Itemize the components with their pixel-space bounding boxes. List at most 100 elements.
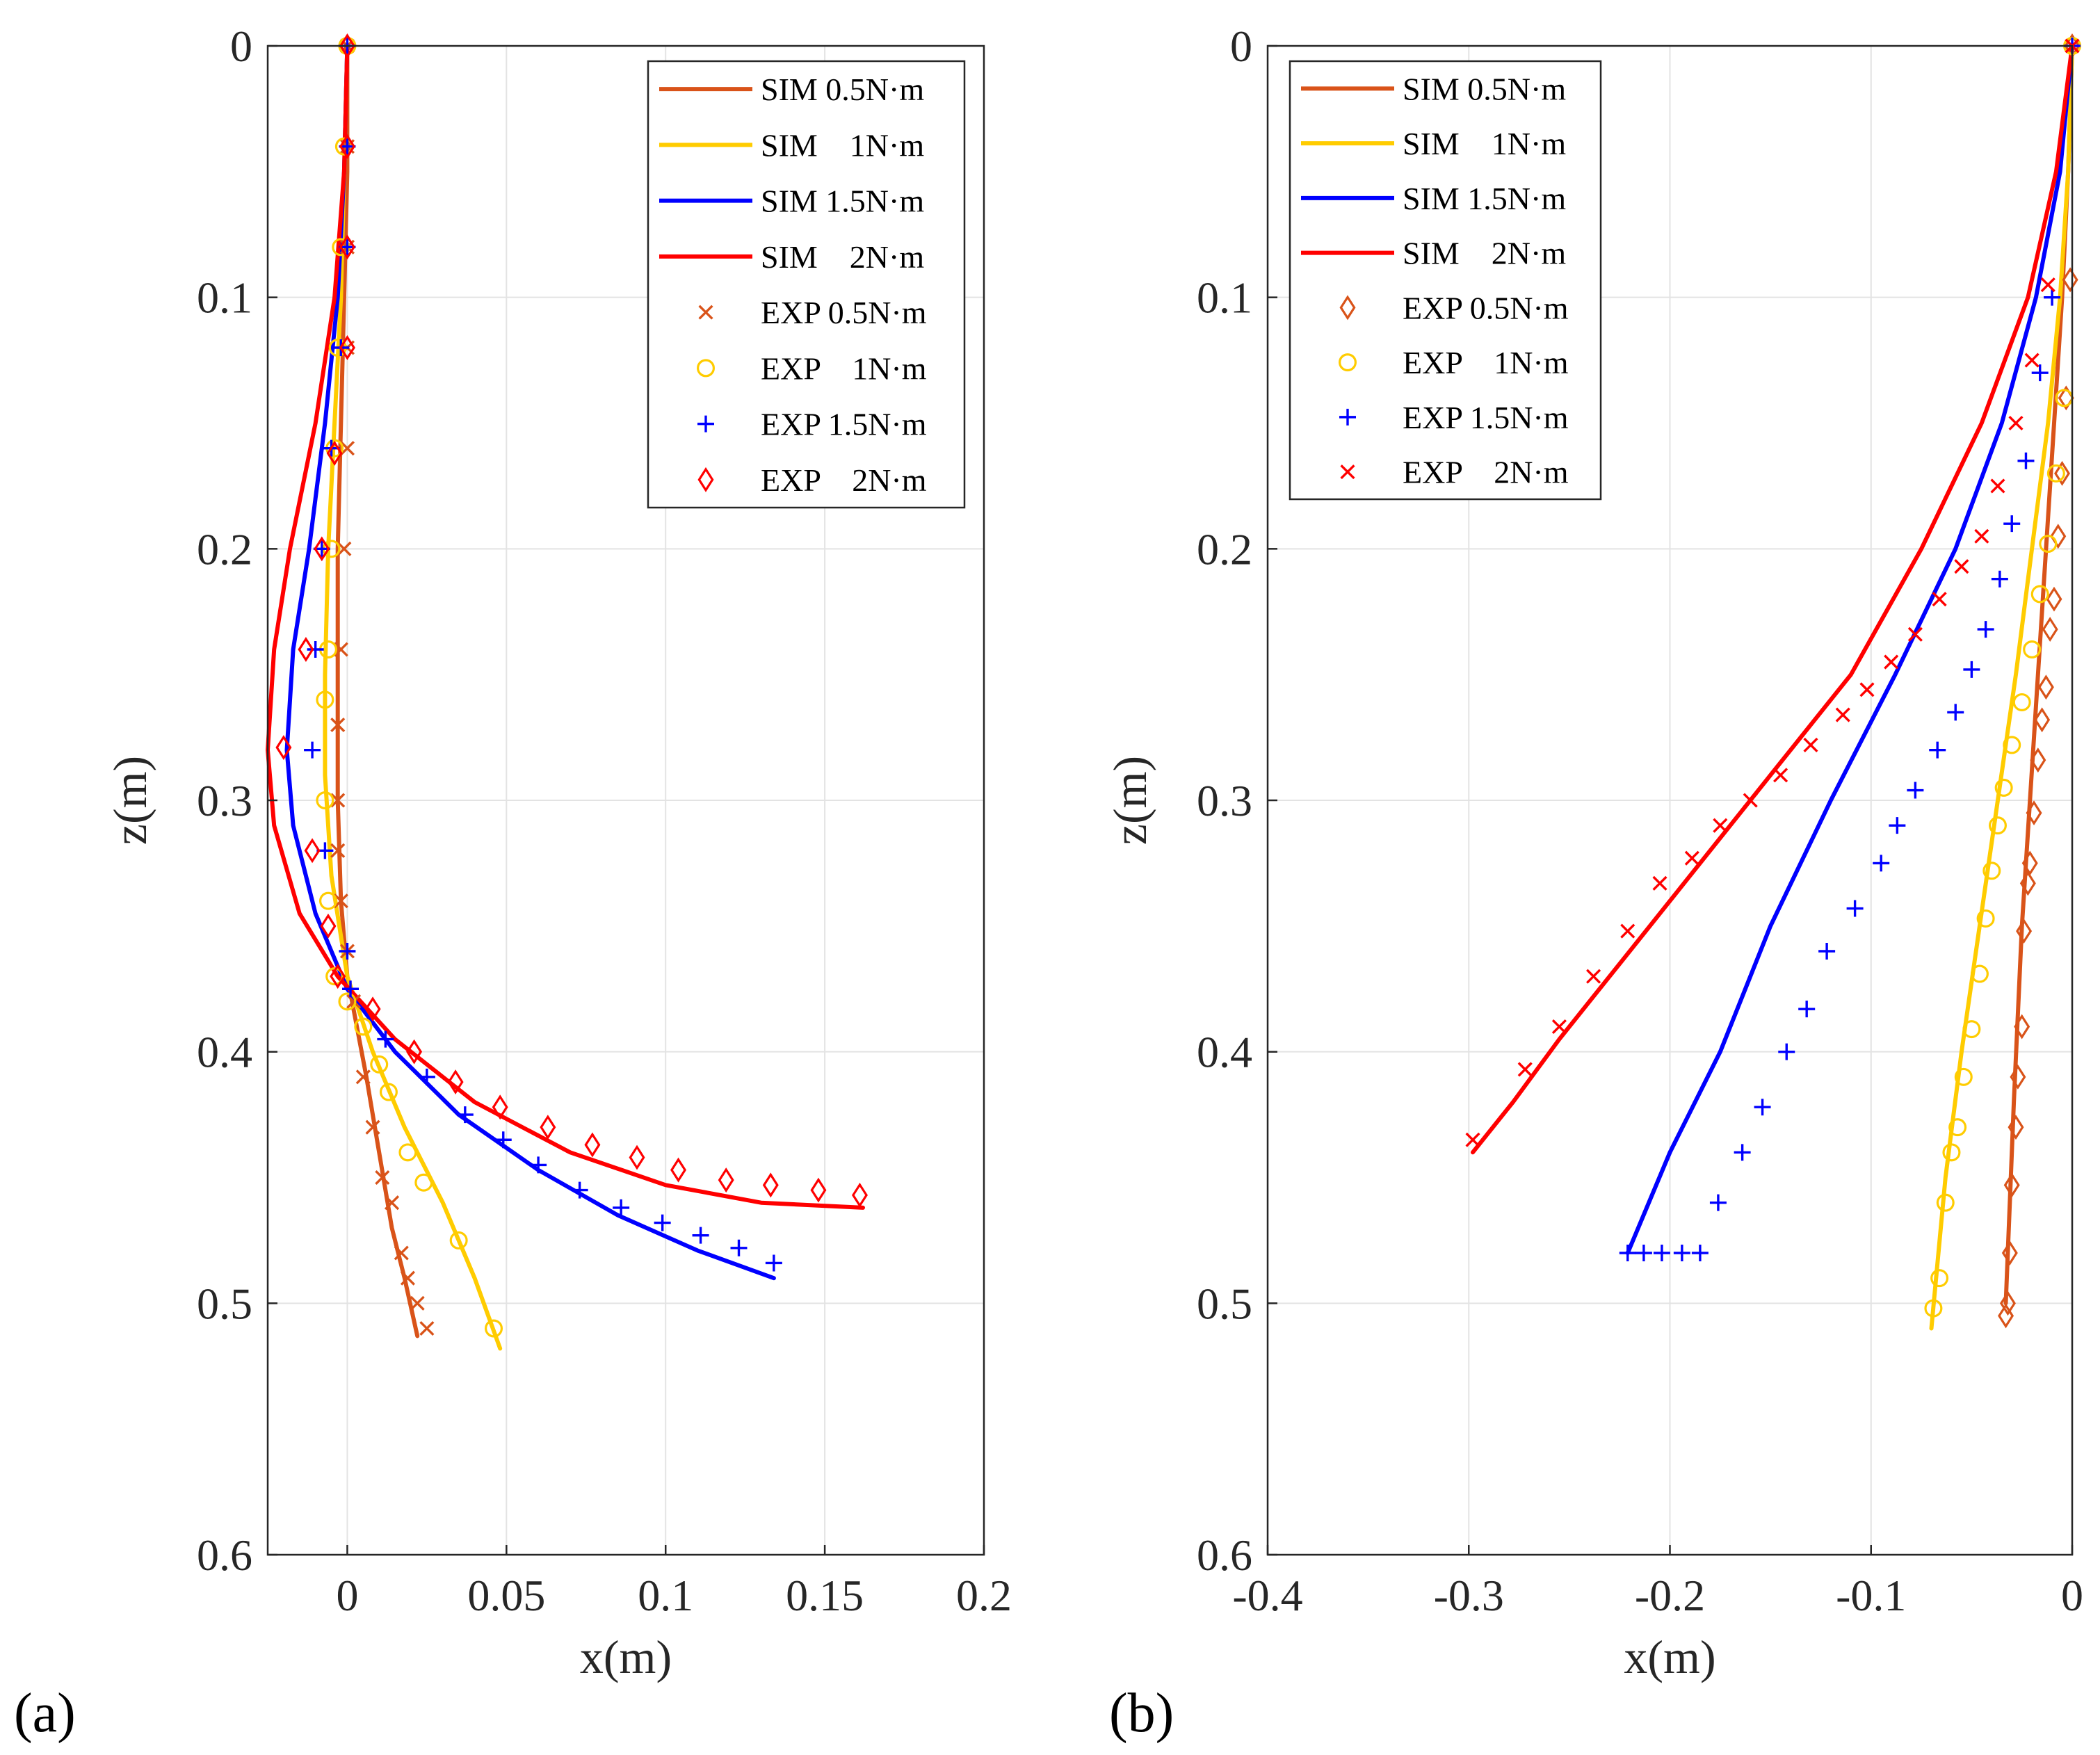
- data-point: [1907, 782, 1924, 799]
- legend-item: SIM 1.5N·m: [659, 184, 924, 219]
- data-point: [1859, 682, 1875, 697]
- data-point: [2040, 277, 2055, 293]
- legend-label: EXP 1N·m: [1403, 345, 1569, 380]
- legend-label: EXP 2N·m: [761, 462, 927, 498]
- legend-label: SIM 1.5N·m: [761, 184, 924, 219]
- x-tick-label: -0.3: [1434, 1571, 1504, 1620]
- series-markers-exp-1-5n-m: [1619, 38, 2081, 1261]
- data-point: [1962, 1020, 1981, 1039]
- legend-item: SIM 2N·m: [1301, 236, 1566, 271]
- data-point: [1988, 816, 2007, 835]
- data-point: [1619, 1245, 1636, 1261]
- data-point: [330, 717, 346, 733]
- legend-item: SIM 1N·m: [659, 127, 924, 163]
- data-point: [584, 1132, 601, 1158]
- data-point: [718, 1167, 734, 1193]
- data-point: [494, 1131, 512, 1149]
- data-point: [485, 1319, 503, 1338]
- y-tick-label: 0.3: [1197, 776, 1252, 825]
- data-point: [2021, 850, 2038, 876]
- data-point: [1954, 559, 1969, 574]
- data-point: [730, 1239, 748, 1256]
- legend-item: SIM 1N·m: [1301, 126, 1566, 161]
- legend-item: EXP 0.5N·m: [1339, 290, 1569, 325]
- data-point: [851, 1182, 868, 1208]
- data-point: [1998, 1303, 2014, 1329]
- data-point: [2037, 674, 2054, 700]
- legend-item: SIM 1.5N·m: [1301, 181, 1566, 216]
- legend: SIM 0.5N·m SIM 1N·m SIM 1.5N·m SIM 2N·m EXP …: [1289, 60, 1602, 501]
- data-point: [2044, 289, 2061, 306]
- data-point: [1907, 626, 1923, 642]
- data-point: [1691, 1245, 1709, 1261]
- legend-label: SIM 0.5N·m: [1403, 71, 1566, 106]
- data-point: [1963, 661, 1980, 678]
- series-layer: [266, 33, 868, 1351]
- panel-label: (b): [1109, 1683, 1174, 1744]
- data-point: [377, 1030, 394, 1048]
- data-point: [1773, 768, 1788, 783]
- series-line-sim-1n-m: [1929, 44, 2074, 1331]
- legend-label: EXP 2N·m: [1403, 455, 1569, 490]
- data-point: [2003, 736, 2021, 754]
- data-point: [333, 642, 348, 657]
- series-layer: [1465, 33, 2082, 1331]
- data-point: [316, 791, 334, 809]
- series-markers-exp-1n-m: [316, 36, 503, 1338]
- series-line-sim-2n-m: [1471, 44, 2074, 1155]
- data-point: [2046, 586, 2062, 612]
- data-point: [379, 1083, 398, 1101]
- data-point: [330, 793, 346, 808]
- data-point: [365, 1119, 380, 1135]
- data-point: [2050, 524, 2067, 549]
- data-point: [2017, 452, 2035, 469]
- y-axis-label: z(m): [1104, 756, 1156, 845]
- data-point: [1974, 528, 1989, 544]
- y-tick-label: 0.6: [1197, 1530, 1252, 1580]
- data-point: [364, 996, 381, 1022]
- data-point: [2003, 1172, 2020, 1198]
- data-point: [2062, 267, 2078, 293]
- data-point: [1835, 707, 1850, 722]
- data-point: [1684, 850, 1699, 866]
- legend-label: EXP 0.5N·m: [761, 295, 927, 330]
- legend-swatch: [1340, 464, 1355, 480]
- data-point: [1889, 817, 1906, 834]
- series-markers-exp-0-5n-m: [1998, 33, 2081, 1329]
- y-tick-label: 0.3: [197, 776, 252, 825]
- data-point: [2039, 535, 2058, 553]
- data-point: [456, 1106, 474, 1124]
- data-point: [339, 33, 355, 58]
- legend-label: EXP 1.5N·m: [761, 407, 927, 442]
- series-markers-exp-1n-m: [1924, 36, 2082, 1318]
- data-point: [2031, 364, 2049, 382]
- data-point: [540, 1115, 556, 1140]
- x-tick-label: 0.15: [786, 1571, 864, 1620]
- x-axis-label: x(m): [1624, 1631, 1715, 1683]
- data-point: [2008, 1115, 2024, 1140]
- data-point: [1673, 1245, 1690, 1261]
- data-point: [337, 541, 352, 556]
- data-point: [1465, 1132, 1480, 1147]
- data-point: [2042, 617, 2058, 642]
- data-point: [1620, 923, 1635, 939]
- legend-label: SIM 2N·m: [1403, 236, 1566, 271]
- data-point: [670, 1157, 687, 1183]
- data-point: [320, 913, 337, 939]
- data-point: [2001, 1240, 2018, 1265]
- data-point: [1818, 943, 1836, 960]
- data-point: [1743, 793, 1758, 808]
- y-tick-label: 0.5: [197, 1279, 252, 1328]
- data-point: [325, 967, 344, 986]
- data-point: [355, 1069, 371, 1085]
- data-point: [1948, 1118, 1967, 1137]
- data-point: [654, 1214, 671, 1231]
- data-point: [339, 134, 355, 159]
- data-point: [1846, 900, 1864, 917]
- axes-box: [266, 45, 985, 1556]
- data-point: [810, 1177, 827, 1203]
- data-point: [765, 1254, 782, 1272]
- data-point: [1991, 570, 2008, 588]
- data-point: [2014, 1014, 2030, 1040]
- legend-box: [647, 60, 966, 509]
